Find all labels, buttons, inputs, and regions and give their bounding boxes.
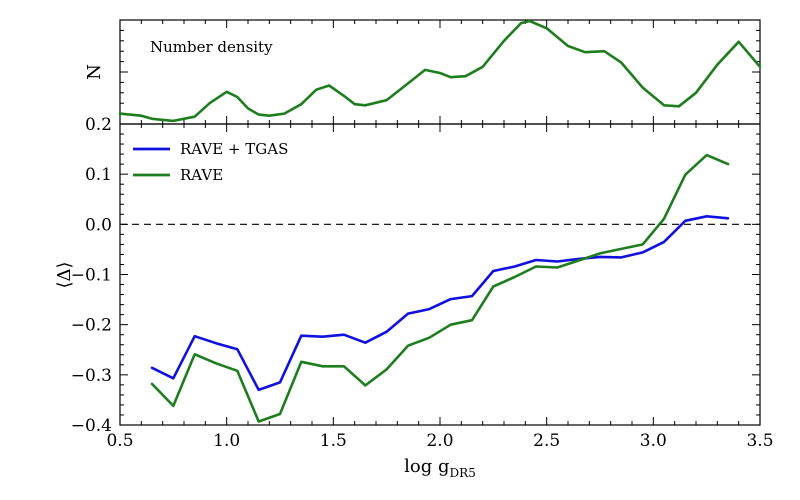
top-y-tick-label: 0.2 (85, 115, 112, 135)
x-tick-label: 2.5 (533, 431, 560, 451)
x-axis-label-subscript: DR5 (450, 466, 476, 480)
bottom-panel-ticks (119, 123, 761, 426)
x-tick-label: 2.0 (426, 431, 453, 451)
rave-tgas-line (150, 215, 730, 392)
number-density-line (118, 19, 762, 123)
top-panel: Number density N 0.2 (84, 19, 762, 135)
y-tick-label: −0.4 (71, 416, 112, 436)
x-tick-labels: 0.5 1.0 1.5 2.0 2.5 3.0 3.5 (106, 431, 773, 451)
x-tick-label: 0.5 (106, 431, 133, 451)
x-axis-label: log gDR5 (404, 456, 476, 480)
y-tick-label: 0.0 (85, 215, 112, 235)
x-tick-label: 3.0 (640, 431, 667, 451)
x-tick-label: 3.5 (746, 431, 773, 451)
y-tick-label: 0.1 (85, 165, 112, 185)
rave-line (150, 153, 730, 423)
x-axis-label-main: log g (404, 456, 449, 477)
y-tick-label: −0.1 (71, 266, 112, 286)
y-axis-label: ⟨Δ⟩ (54, 261, 75, 288)
legend: RAVE + TGAS RAVE (133, 140, 288, 184)
bottom-panel: 0.5 1.0 1.5 2.0 2.5 3.0 3.5 −0.4 −0.3 −0.2 −0.1 0.… (54, 123, 774, 480)
legend-label-rave: RAVE (180, 166, 223, 184)
y-tick-label: −0.3 (71, 366, 112, 386)
x-tick-label: 1.5 (320, 431, 347, 451)
y-tick-labels: −0.4 −0.3 −0.2 −0.1 0.0 0.1 (71, 165, 112, 436)
top-panel-ticks (119, 19, 761, 125)
y-tick-label: −0.2 (71, 316, 112, 336)
legend-label-rave-tgas: RAVE + TGAS (180, 140, 288, 158)
top-y-axis-label: N (84, 64, 105, 80)
number-density-annotation: Number density (150, 38, 273, 56)
x-tick-label: 1.0 (213, 431, 240, 451)
